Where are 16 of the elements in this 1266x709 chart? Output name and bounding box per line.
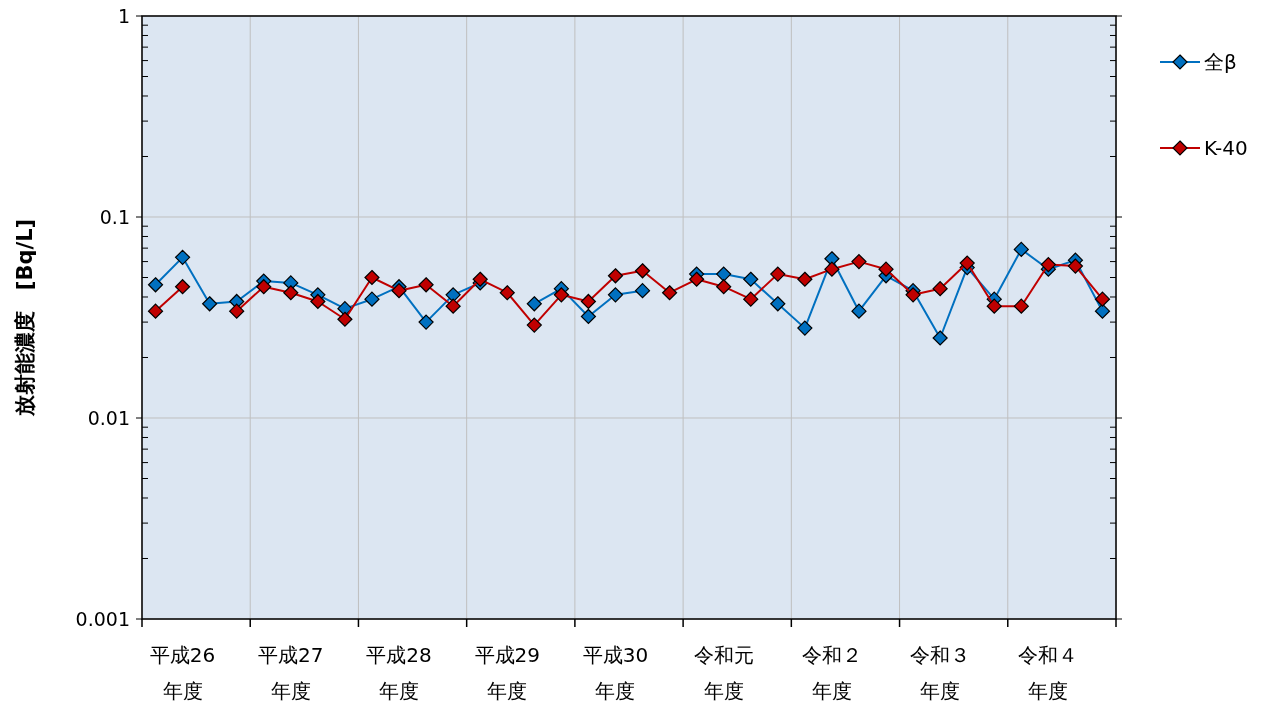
y-tick-label: 1 [117,5,130,27]
x-tick-label: 平成29年度 [474,643,540,703]
y-tick-label: 0.001 [75,608,130,630]
y-tick-label: 0.1 [99,206,130,228]
x-tick-label: 令和３年度 [910,643,971,703]
x-tick-label: 平成27年度 [258,643,324,703]
y-axis-title: 放射能濃度 [Bq/L] [13,218,37,418]
x-tick-label: 平成30年度 [582,643,649,703]
y-tick-label: 0.01 [87,407,130,429]
legend-label: 全β [1204,50,1237,74]
x-tick-label: 令和２年度 [801,643,862,703]
x-tick-label: 令和元年度 [693,643,754,703]
legend-label: K-40 [1204,136,1248,160]
x-tick-label: 令和４年度 [1018,643,1079,703]
x-tick-label: 平成28年度 [366,643,432,703]
x-tick-label: 平成26年度 [149,643,216,703]
